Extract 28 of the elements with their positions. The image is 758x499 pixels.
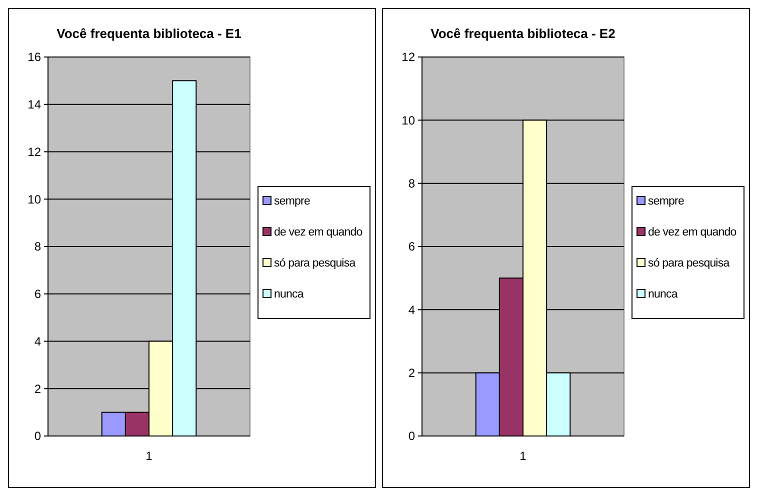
y-tick-label: 6	[408, 240, 416, 254]
y-tick-label: 0	[34, 429, 42, 444]
y-tick-label: 4	[408, 302, 416, 317]
y-tick-label: 10	[28, 192, 42, 206]
y-tick-label: 0	[408, 429, 416, 444]
y-tick-label: 2	[408, 366, 416, 380]
legend-label: nunca	[274, 288, 304, 301]
y-tick-label: 8	[408, 176, 416, 191]
legend-label: de vez em quando	[648, 226, 736, 239]
legend-label: só para pesquisa	[648, 258, 730, 270]
y-tick-label: 2	[34, 382, 42, 396]
y-tick-label: 12	[402, 50, 416, 64]
y-tick-label: 16	[28, 50, 42, 64]
y-tick-label: 8	[34, 240, 42, 254]
legend-label: nunca	[648, 288, 678, 301]
x-tick-label: 1	[520, 449, 527, 463]
legend-label: sempre	[274, 196, 310, 208]
y-tick-label: 12	[28, 144, 42, 159]
y-tick-label: 14	[28, 98, 42, 112]
legend-label: sempre	[648, 196, 684, 208]
chart-title: Você frequenta biblioteca - E1	[56, 26, 242, 41]
legend-label: de vez em quando	[274, 226, 362, 239]
chart-title: Você frequenta biblioteca - E2	[430, 26, 616, 41]
y-tick-label: 4	[34, 334, 42, 348]
y-tick-label: 10	[402, 113, 416, 128]
y-tick-label: 6	[34, 287, 42, 302]
legend-label: só para pesquisa	[274, 258, 356, 270]
x-tick-label: 1	[146, 449, 153, 463]
